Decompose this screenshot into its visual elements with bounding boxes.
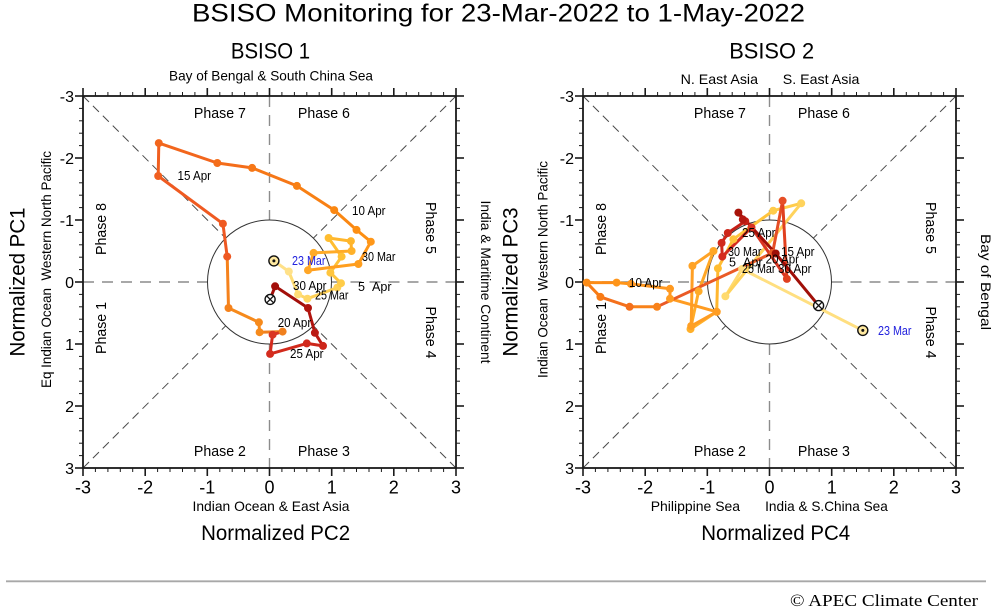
svg-text:-1: -1 [560, 213, 574, 230]
svg-text:1: 1 [827, 477, 837, 497]
svg-text:25 Mar: 25 Mar [742, 261, 776, 276]
svg-text:5 Apr: 5 Apr [729, 255, 763, 270]
svg-text:Normalized PC1: Normalized PC1 [7, 208, 30, 357]
svg-text:15 Apr: 15 Apr [781, 244, 815, 259]
svg-text:Phase 2: Phase 2 [694, 443, 746, 460]
svg-text:1: 1 [327, 477, 337, 497]
svg-text:Phase 6: Phase 6 [798, 105, 850, 122]
svg-text:India & S.China Sea: India & S.China Sea [765, 498, 888, 514]
svg-text:30 Mar: 30 Mar [362, 249, 396, 264]
svg-text:2: 2 [889, 477, 899, 497]
svg-text:3: 3 [565, 461, 574, 478]
svg-text:Phase 3: Phase 3 [798, 443, 850, 460]
svg-text:2: 2 [565, 399, 574, 416]
svg-text:30 Apr: 30 Apr [293, 278, 327, 293]
svg-text:Phase 2: Phase 2 [194, 443, 246, 460]
svg-text:30 Apr: 30 Apr [778, 261, 812, 276]
svg-text:20 Apr: 20 Apr [278, 315, 312, 330]
svg-text:10 Apr: 10 Apr [352, 203, 386, 218]
svg-text:3: 3 [951, 477, 961, 497]
svg-text:25 Mar: 25 Mar [315, 288, 349, 303]
svg-text:Indian Ocean & East Asia: Indian Ocean & East Asia [193, 498, 350, 514]
svg-text:S. East Asia: S. East Asia [783, 71, 860, 87]
svg-text:-1: -1 [699, 477, 715, 497]
svg-text:0: 0 [764, 477, 774, 497]
svg-text:23 Mar: 23 Mar [292, 253, 326, 268]
svg-text:Normalized PC4: Normalized PC4 [701, 522, 850, 545]
svg-text:-2: -2 [60, 151, 74, 168]
svg-text:-3: -3 [575, 477, 591, 497]
svg-text:Phase 7: Phase 7 [194, 105, 246, 122]
svg-text:Phase 3: Phase 3 [298, 443, 350, 460]
svg-text:Bay of Bengal & South China Se: Bay of Bengal & South China Sea [169, 68, 373, 84]
svg-text:Normalized PC3: Normalized PC3 [500, 208, 523, 357]
svg-text:Phase 5: Phase 5 [422, 202, 439, 254]
svg-text:2: 2 [65, 399, 74, 416]
svg-text:Normalized PC2: Normalized PC2 [201, 522, 350, 545]
svg-text:India & Maritime Continent: India & Maritime Continent [478, 201, 494, 364]
svg-text:-1: -1 [60, 213, 74, 230]
svg-text:N. East Asia: N. East Asia [681, 71, 759, 87]
svg-text:25 Apr: 25 Apr [290, 346, 324, 361]
svg-text:Phase 5: Phase 5 [922, 202, 939, 254]
svg-text:1: 1 [65, 337, 74, 354]
svg-text:Phase 6: Phase 6 [298, 105, 350, 122]
svg-text:© APEC Climate Center: © APEC Climate Center [790, 591, 978, 609]
svg-text:BSISO 2: BSISO 2 [729, 39, 814, 64]
svg-text:3: 3 [65, 461, 74, 478]
svg-text:Phase 4: Phase 4 [922, 307, 939, 359]
svg-text:Philippine Sea: Philippine Sea [651, 498, 741, 514]
svg-text:-1: -1 [199, 477, 215, 497]
svg-text:-3: -3 [560, 89, 574, 106]
svg-text:Phase 8: Phase 8 [593, 203, 610, 255]
svg-text:5 Apr: 5 Apr [358, 279, 392, 294]
svg-text:0: 0 [264, 477, 274, 497]
svg-text:Phase 1: Phase 1 [593, 302, 610, 354]
svg-text:-3: -3 [75, 477, 91, 497]
svg-text:Phase 1: Phase 1 [93, 302, 110, 354]
svg-text:25 Apr: 25 Apr [742, 225, 776, 240]
svg-text:-2: -2 [137, 477, 153, 497]
svg-text:Phase 4: Phase 4 [422, 307, 439, 359]
svg-text:Indian Ocean Western North Pa: Indian Ocean Western North Pacific [536, 161, 551, 378]
svg-text:0: 0 [65, 275, 74, 292]
svg-text:30 Mar: 30 Mar [728, 244, 762, 259]
svg-text:20 Apr: 20 Apr [766, 252, 800, 267]
svg-text:1: 1 [565, 337, 574, 354]
svg-text:BSISO Monitoring for 23-Mar-20: BSISO Monitoring for 23-Mar-2022 to 1-Ma… [192, 0, 805, 28]
svg-text:2: 2 [389, 477, 399, 497]
svg-text:23 Mar: 23 Mar [878, 323, 912, 338]
svg-text:3: 3 [451, 477, 461, 497]
svg-text:0: 0 [565, 275, 574, 292]
svg-text:Bay of Bengal: Bay of Bengal [978, 234, 993, 330]
svg-text:Eq Indian Ocean Western North: Eq Indian Ocean Western North Pacific [39, 151, 54, 388]
svg-text:-3: -3 [60, 89, 74, 106]
svg-text:10 Apr: 10 Apr [629, 275, 663, 290]
svg-text:-2: -2 [560, 151, 574, 168]
svg-text:-2: -2 [637, 477, 653, 497]
svg-text:Phase 7: Phase 7 [694, 105, 746, 122]
svg-text:15 Apr: 15 Apr [178, 168, 212, 183]
svg-text:BSISO 1: BSISO 1 [231, 39, 310, 64]
svg-text:Phase 8: Phase 8 [93, 203, 110, 255]
